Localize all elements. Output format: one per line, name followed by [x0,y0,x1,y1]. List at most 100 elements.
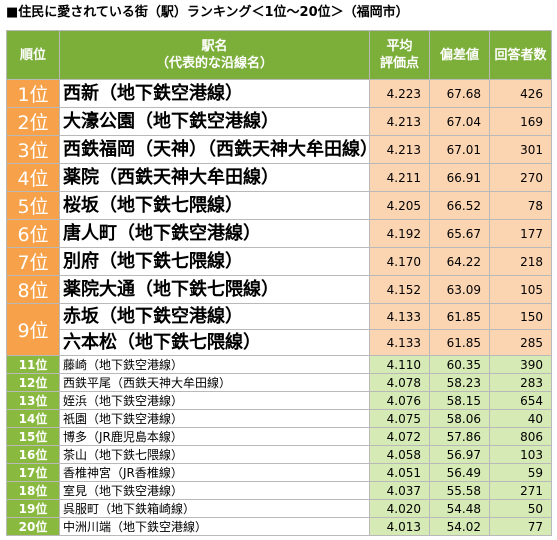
average-cell: 4.213 [369,107,430,136]
table-row: 13位 姪浜（地下鉄空港線） 4.076 58.15 654 [6,391,552,410]
station-cell: 姪浜（地下鉄空港線） [59,391,370,410]
table-row: 16位 茶山（地下鉄七隈線） 4.058 56.97 103 [6,445,552,464]
table-row: 20位 中洲川端（地下鉄空港線） 4.013 54.02 77 [6,517,552,536]
table-row: 18位 室見（地下鉄空港線） 4.037 55.58 271 [6,481,552,500]
rank-cell: 15位 [6,427,60,446]
rank-cell: 14位 [6,409,60,428]
rank-cell: 8位 [6,275,60,304]
table-row: 5位 桜坂（地下鉄七隈線） 4.205 66.52 78 [6,191,552,220]
rank-cell: 13位 [6,391,60,410]
deviation-cell: 58.23 [429,373,490,392]
station-cell: 祇園（地下鉄空港線） [59,409,370,428]
header-average-line1: 平均 [386,39,413,54]
table-row: 6位 唐人町（地下鉄空港線） 4.192 65.67 177 [6,219,552,248]
average-cell: 4.076 [369,391,430,410]
table-row: 1位 西新（地下鉄空港線） 4.223 67.68 426 [6,79,552,108]
respondents-cell: 806 [489,427,552,446]
table-row: 9位 赤坂（地下鉄空港線） 4.133 61.85 150 [6,303,552,356]
deviation-cell: 57.86 [429,427,490,446]
average-cell: 4.133 [369,303,430,330]
station-cell: 西鉄平尾（西鉄天神大牟田線） [59,373,370,392]
station-cell: 大濠公園（地下鉄空港線） [59,107,370,136]
average-cell: 4.192 [369,219,430,248]
station-cell: 中洲川端（地下鉄空港線） [59,517,370,536]
deviation-cell: 54.02 [429,517,490,536]
deviation-cell: 67.01 [429,135,490,164]
respondents-cell: 40 [489,409,552,428]
rank-cell: 6位 [6,219,60,248]
table-row: 15位 博多（JR鹿児島本線） 4.072 57.86 806 [6,427,552,446]
respondents-cell: 426 [489,79,552,108]
respondents-cell: 390 [489,355,552,374]
respondents-cell: 169 [489,107,552,136]
station-cell: 藤崎（地下鉄空港線） [59,355,370,374]
respondents-cell: 78 [489,191,552,220]
average-cell: 4.075 [369,409,430,428]
deviation-cell: 66.52 [429,191,490,220]
respondents-cell: 177 [489,219,552,248]
station-cell: 別府（地下鉄七隈線） [59,247,370,276]
page-title: ■住民に愛されている街（駅）ランキング＜1位～20位＞（福岡市） [6,5,409,20]
rank-cell: 5位 [6,191,60,220]
average-cell: 4.037 [369,481,430,500]
header-respondents: 回答者数 [489,30,552,80]
deviation-cell: 65.67 [429,219,490,248]
rank-cell: 7位 [6,247,60,276]
header-rank: 順位 [6,30,60,80]
table-row: 4位 薬院（西鉄天神大牟田線） 4.211 66.91 270 [6,163,552,192]
respondents-cell: 285 [489,329,552,356]
deviation-cell: 58.06 [429,409,490,428]
rank-cell: 17位 [6,463,60,482]
respondents-cell: 103 [489,445,552,464]
table-row: 17位 香椎神宮（JR香椎線） 4.051 56.49 59 [6,463,552,482]
deviation-cell: 61.85 [429,329,490,356]
average-cell: 4.078 [369,373,430,392]
station-cell: 桜坂（地下鉄七隈線） [59,191,370,220]
station-cell: 室見（地下鉄空港線） [59,481,370,500]
deviation-cell: 67.04 [429,107,490,136]
header-station-line1: 駅名 [201,39,228,54]
station-cell: 薬院大通（地下鉄七隈線） [59,275,370,304]
average-cell: 4.211 [369,163,430,192]
average-cell: 4.152 [369,275,430,304]
average-cell: 4.133 [369,329,430,356]
respondents-cell: 301 [489,135,552,164]
respondents-cell: 150 [489,303,552,330]
average-cell: 4.223 [369,79,430,108]
header-average-line2: 評価点 [379,56,419,71]
table-row: 2位 大濠公園（地下鉄空港線） 4.213 67.04 169 [6,107,552,136]
station-cell: 博多（JR鹿児島本線） [59,427,370,446]
header-average: 平均 評価点 [369,30,430,80]
deviation-cell: 61.85 [429,303,490,330]
respondents-cell: 105 [489,275,552,304]
rank-cell: 9位 [6,303,60,356]
rank-cell: 3位 [6,135,60,164]
table-row: 11位 藤崎（地下鉄空港線） 4.110 60.35 390 [6,355,552,374]
table-row: 7位 別府（地下鉄七隈線） 4.170 64.22 218 [6,247,552,276]
rank-cell: 1位 [6,79,60,108]
rank-cell: 4位 [6,163,60,192]
station-cell: 西新（地下鉄空港線） [59,79,370,108]
rank-cell: 18位 [6,481,60,500]
average-cell: 4.205 [369,191,430,220]
deviation-cell: 60.35 [429,355,490,374]
deviation-cell: 56.49 [429,463,490,482]
table-row: 8位 薬院大通（地下鉄七隈線） 4.152 63.09 105 [6,275,552,304]
table-row: 3位 西鉄福岡（天神）（西鉄天神大牟田線） 4.213 67.01 301 [6,135,552,164]
average-cell: 4.013 [369,517,430,536]
respondents-cell: 271 [489,481,552,500]
table-row: 19位 呉服町（地下鉄箱崎線） 4.020 54.48 50 [6,499,552,518]
respondents-cell: 270 [489,163,552,192]
ranking-table: 順位 駅名 （代表的な沿線名） 平均 評価点 偏差値 回答者数 1位 西新（地下… [6,30,552,536]
respondents-cell: 283 [489,373,552,392]
header-row: 順位 駅名 （代表的な沿線名） 平均 評価点 偏差値 回答者数 [6,30,552,80]
table-row: 14位 祇園（地下鉄空港線） 4.075 58.06 40 [6,409,552,428]
deviation-cell: 54.48 [429,499,490,518]
average-cell: 4.051 [369,463,430,482]
header-deviation: 偏差値 [429,30,490,80]
deviation-cell: 58.15 [429,391,490,410]
respondents-cell: 654 [489,391,552,410]
table-row: 12位 西鉄平尾（西鉄天神大牟田線） 4.078 58.23 283 [6,373,552,392]
deviation-cell: 55.58 [429,481,490,500]
deviation-cell: 67.68 [429,79,490,108]
